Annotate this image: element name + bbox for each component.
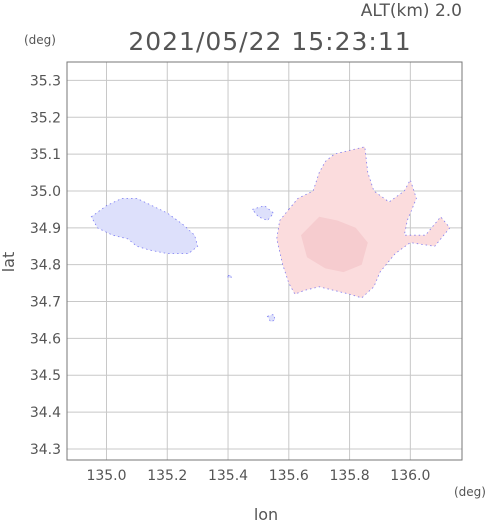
x-tick-label: 135.0	[86, 468, 126, 484]
altitude-label: ALT(km) 2.0	[361, 1, 462, 21]
x-tick-label: 135.8	[330, 468, 370, 484]
y-unit-label: (deg)	[24, 33, 56, 47]
y-tick-label: 34.3	[30, 442, 61, 458]
x-tick-labels: 135.0 135.2 135.4 135.6 135.8 136.0	[86, 468, 430, 484]
echo-regions	[90, 146, 451, 323]
x-axis-label: lon	[254, 505, 278, 521]
negative-echo-region	[227, 274, 232, 279]
y-tick-label: 35.3	[30, 73, 61, 89]
positive-echo-region	[276, 146, 451, 299]
y-tick-label: 35.0	[30, 184, 61, 200]
y-tick-label: 34.7	[30, 295, 61, 311]
y-tick-label: 34.6	[30, 331, 61, 347]
x-unit-label: (deg)	[454, 485, 486, 499]
plot-frame	[66, 61, 463, 461]
grid-lines	[67, 62, 462, 460]
y-tick-label: 34.4	[30, 405, 61, 421]
y-tick-label: 35.1	[30, 147, 61, 163]
negative-echo-region	[266, 313, 276, 323]
y-tick-label: 34.5	[30, 368, 61, 384]
negative-echo-region	[251, 205, 275, 221]
x-tick-label: 135.4	[208, 468, 248, 484]
x-tick-label: 135.6	[269, 468, 309, 484]
x-tick-label: 136.0	[390, 468, 430, 484]
y-tick-label: 35.2	[30, 110, 61, 126]
negative-echo-region	[90, 197, 199, 255]
positive-echo-region	[301, 216, 368, 273]
timestamp-title: 2021/05/22 15:23:11	[128, 27, 411, 56]
x-tick-label: 135.2	[147, 468, 187, 484]
y-axis-label: lat	[0, 252, 18, 273]
y-tick-label: 34.9	[30, 221, 61, 237]
y-tick-label: 34.8	[30, 258, 61, 274]
y-tick-labels: 34.3 34.4 34.5 34.6 34.7 34.8 34.9 35.0 35.1 35.2…	[30, 73, 61, 458]
